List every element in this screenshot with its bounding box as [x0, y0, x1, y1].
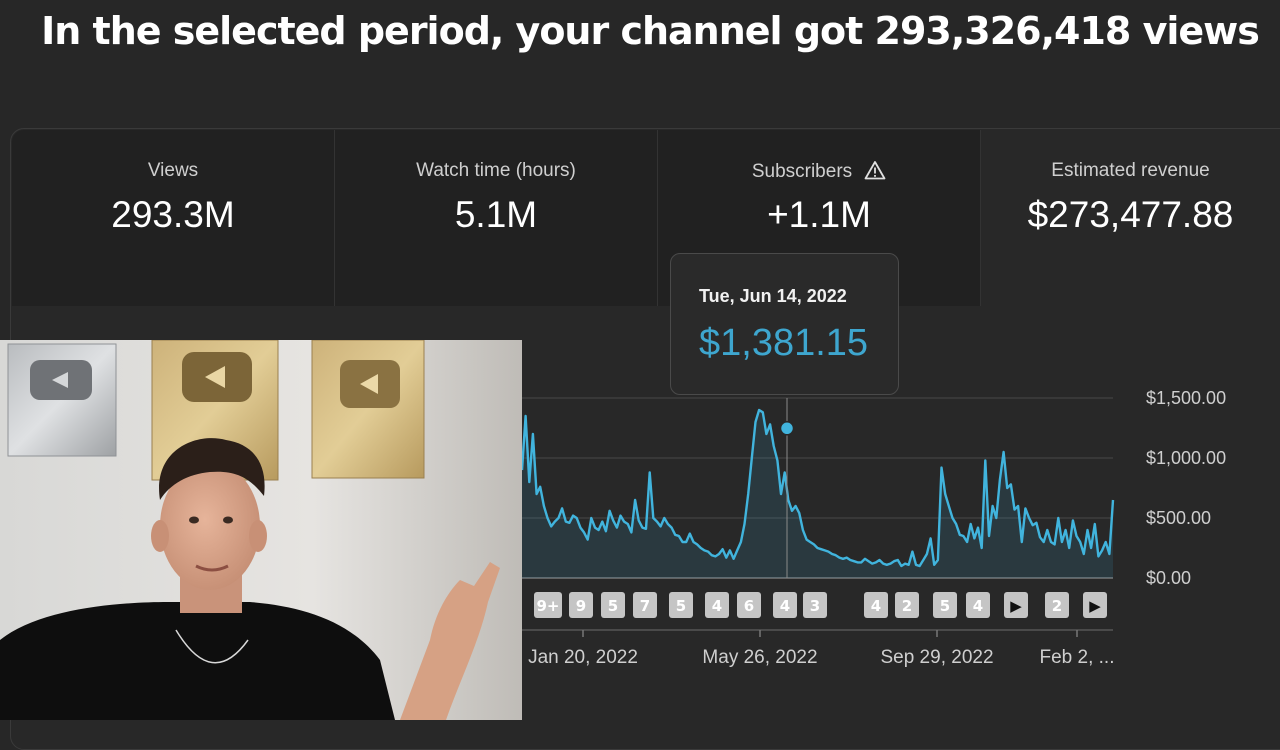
annotation-badge [601, 592, 625, 618]
metric-subscribers-value: +1.1M [767, 194, 871, 235]
annotation-badge [534, 592, 562, 618]
annotation-badge [1004, 592, 1028, 618]
annotation-badge [737, 592, 761, 618]
metric-views-label: Views [147, 160, 199, 181]
metric-views-value: 293.3M [111, 194, 235, 235]
metric-views[interactable]: Views 293.3M [12, 130, 335, 306]
annotation-badge [1045, 592, 1069, 618]
annotation-badge-label: 2 [902, 597, 912, 615]
headline: In the selected period, your channel got… [41, 9, 1260, 53]
metric-watch-time-label: Watch time (hours) [416, 160, 576, 181]
x-tick-label: Sep 29, 2022 [880, 647, 993, 668]
annotation-badge [803, 592, 827, 618]
annotation-badge-label: 5 [940, 597, 950, 615]
y-tick-label: $1,000.00 [1146, 448, 1226, 468]
metric-watch-time-value: 5.1M [454, 194, 538, 235]
x-tick-label: Feb 2, ... [1040, 647, 1115, 668]
annotation-badge [773, 592, 797, 618]
series-line [520, 408, 1115, 568]
chart-tooltip: Tue, Jun 14, 2022 $1,381.15 [670, 253, 899, 395]
metric-revenue-label: Estimated revenue [1051, 160, 1210, 181]
gold-play-button-plaque-2 [311, 340, 425, 479]
y-tick-label: $1,500.00 [1146, 388, 1226, 408]
annotation-badge-label: 9 [576, 597, 586, 615]
tooltip-date: Tue, Jun 14, 2022 [699, 286, 847, 306]
x-tick-label: May 26, 2022 [702, 647, 817, 668]
y-tick-label: $0.00 [1146, 568, 1191, 588]
annotation-badge [633, 592, 657, 618]
annotation-badge [966, 592, 990, 618]
annotation-badge-label: 7 [640, 597, 650, 615]
highlight-point [779, 421, 795, 436]
annotation-badge-label: 2 [1052, 597, 1062, 615]
annotation-badge [864, 592, 888, 618]
series-area [522, 410, 1113, 578]
x-tick-label: Jan 20, 2022 [528, 647, 638, 668]
annotation-badge [569, 592, 593, 618]
annotation-badge [705, 592, 729, 618]
annotation-badge-label: 6 [744, 597, 754, 615]
annotation-badge-label: 4 [973, 597, 983, 615]
metric-estimated-revenue[interactable]: Estimated revenue $273,477.88 [981, 130, 1280, 306]
annotation-badge-label: 4 [780, 597, 790, 615]
annotation-badge [1083, 592, 1107, 618]
metric-revenue-value: $273,477.88 [1027, 194, 1234, 235]
warning-icon[interactable] [864, 160, 886, 186]
metric-subscribers-label-row: Subscribers [658, 160, 980, 186]
revenue-chart: $1,500.00 $1,000.00 $500.00 $0.00 9+ 9 5 7 5 4 6 4 3… [520, 388, 1226, 668]
metric-watch-time[interactable]: Watch time (hours) 5.1M [335, 130, 658, 306]
annotation-badge-label: 4 [871, 597, 881, 615]
annotation-badge [933, 592, 957, 618]
webcam-overlay [0, 340, 522, 720]
tooltip-value: $1,381.15 [699, 322, 869, 364]
annotation-badge-label: 3 [810, 597, 820, 615]
annotation-badge-label: 4 [712, 597, 722, 615]
person [0, 438, 500, 720]
annotation-badge-label: ▶ [1010, 597, 1022, 615]
metrics-row: Views 293.3M Watch time (hours) 5.1M Sub… [12, 130, 1280, 306]
annotation-badge-label: 5 [608, 597, 618, 615]
metric-subscribers-label: Subscribers [751, 161, 853, 182]
annotation-badge-label: 9+ [536, 597, 559, 615]
annotation-badge [669, 592, 693, 618]
silver-play-button-plaque [7, 343, 117, 457]
y-tick-label: $500.00 [1146, 508, 1211, 528]
annotation-badge-label: 5 [676, 597, 686, 615]
annotation-badge-label: ▶ [1089, 597, 1101, 615]
annotation-badge [895, 592, 919, 618]
